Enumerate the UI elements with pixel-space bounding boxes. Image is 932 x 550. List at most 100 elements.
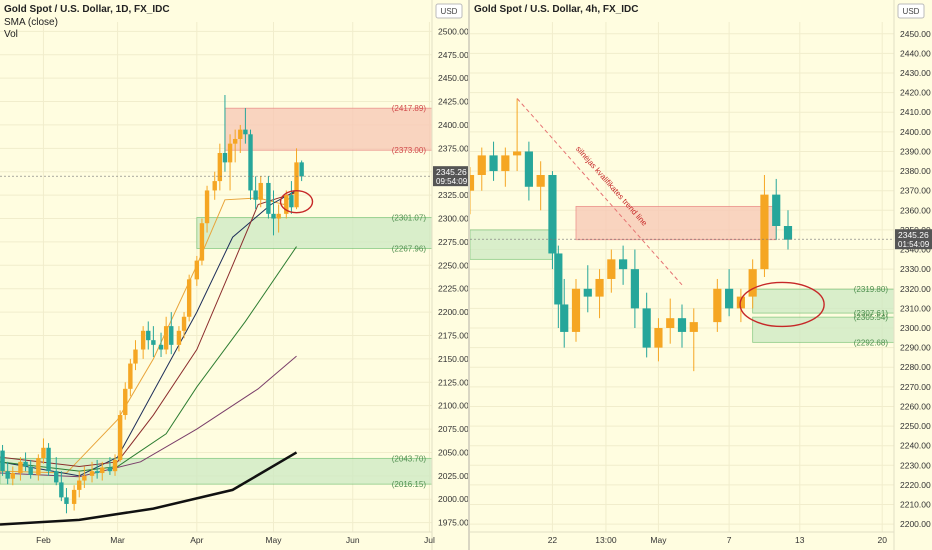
time-tick-label: Jul <box>424 535 435 545</box>
candle-body <box>59 482 64 498</box>
zone-value-label: (2373.00) <box>392 146 427 155</box>
candle-body <box>100 467 105 474</box>
candle-body <box>123 388 128 416</box>
price-tick-label: 2400.00 <box>438 120 468 130</box>
candle-body <box>654 328 663 348</box>
candle-body <box>642 308 651 348</box>
candle-body <box>666 318 675 328</box>
candle-body <box>222 153 228 163</box>
time-tick-label: 20 <box>877 535 887 545</box>
candle-body <box>89 471 95 476</box>
price-tick-label: 2225.00 <box>438 284 468 294</box>
candle-body <box>501 155 510 172</box>
candle-body <box>5 471 10 479</box>
price-tick-label: 2430.00 <box>900 68 931 78</box>
last-price-value: 2345.26 <box>898 230 929 240</box>
price-tick-label: 2500.00 <box>438 26 468 36</box>
price-tick-label: 2280.00 <box>900 362 931 372</box>
candle-body <box>253 190 258 200</box>
price-tick-label: 2360.00 <box>900 205 931 215</box>
price-tick-label: 2340.00 <box>900 245 931 255</box>
candle-body <box>725 288 734 309</box>
panel-divider[interactable] <box>468 0 470 550</box>
sma-line <box>0 190 297 477</box>
sma-line <box>0 355 297 478</box>
candle-body <box>54 471 59 483</box>
price-tick-label: 2300.00 <box>900 323 931 333</box>
price-tick-label: 2150.00 <box>438 354 468 364</box>
bar-countdown: 01:54:09 <box>898 240 930 249</box>
candle-body <box>41 447 46 459</box>
time-tick-label: Feb <box>36 535 51 545</box>
daily-chart-svg[interactable]: (2417.89) (2373.00) (2301.07) (2267.96) (204… <box>0 0 468 550</box>
candle-body <box>0 450 5 472</box>
candle-body <box>583 288 592 297</box>
price-tick-label: 2275.00 <box>438 237 468 247</box>
candle-body <box>772 194 781 226</box>
sma-line <box>0 191 297 467</box>
price-tick-label: 2230.00 <box>900 460 931 470</box>
last-price-tag <box>895 229 932 250</box>
candle-body <box>36 458 41 475</box>
price-tick-label: 2390.00 <box>900 146 931 156</box>
zone-value-label: (2319.80) <box>854 285 889 294</box>
resistance-zone <box>575 205 777 241</box>
candle-body <box>248 134 253 191</box>
zone-value-label: (2301.07) <box>392 214 427 223</box>
daily-chart-panel[interactable]: (2417.89) (2373.00) (2301.07) (2267.96) (204… <box>0 0 468 550</box>
price-tick-label: 2330.00 <box>900 264 931 274</box>
candle-body <box>133 349 138 364</box>
zone-value-label: (2016.15) <box>392 480 427 489</box>
price-tick-label: 2175.00 <box>438 330 468 340</box>
zone-value-label: (2267.96) <box>392 244 427 253</box>
time-tick-label: 13:00 <box>595 535 617 545</box>
highlight-circle <box>279 189 314 214</box>
price-tick-label: 2200.00 <box>438 307 468 317</box>
candle-body <box>243 129 248 135</box>
candle-body <box>77 480 82 490</box>
candle-body <box>713 288 722 323</box>
candle-body <box>82 475 87 481</box>
price-tick-label: 2210.00 <box>900 500 931 510</box>
support-zone <box>752 316 895 343</box>
sma-indicator-label[interactable]: SMA (close) <box>4 17 58 28</box>
h4-chart-svg[interactable]: (2319.80) (2307.61)(2305.54) (2292.68) 2450… <box>470 0 932 550</box>
candle-body <box>107 467 113 472</box>
time-tick-label: Apr <box>190 535 203 545</box>
candle-body <box>238 129 243 139</box>
last-price-value: 2345.26 <box>436 167 467 177</box>
candle-body <box>524 151 533 187</box>
support-zone <box>0 457 433 485</box>
bar-countdown: 09:54:09 <box>436 177 468 186</box>
price-tick-label: 2075.00 <box>438 424 468 434</box>
price-tick-label: 2450.00 <box>900 29 931 39</box>
currency-label: USD <box>441 7 458 16</box>
candle-body <box>536 175 545 187</box>
price-tick-label: 2290.00 <box>900 343 931 353</box>
price-tick-label: 2475.00 <box>438 50 468 60</box>
price-tick-label: 2000.00 <box>438 494 468 504</box>
candle-body <box>46 447 51 472</box>
price-tick-label: 2125.00 <box>438 377 468 387</box>
candle-body <box>176 330 182 345</box>
volume-indicator-label[interactable]: Vol <box>4 29 18 40</box>
candle-body <box>619 259 628 270</box>
currency-badge <box>435 3 463 19</box>
highlight-circle <box>739 281 825 328</box>
candle-body <box>163 326 169 350</box>
candle-body <box>217 153 223 182</box>
candle-body <box>554 253 563 305</box>
time-tick-label: Mar <box>110 535 125 545</box>
candle-body <box>271 213 276 219</box>
price-tick-label: 2050.00 <box>438 447 468 457</box>
candle-body <box>212 181 217 191</box>
candle-body <box>10 473 15 479</box>
candle-body <box>23 461 28 467</box>
candle-body <box>284 195 289 214</box>
h4-chart-panel[interactable]: (2319.80) (2307.61) (2305.54) (2292.68) 2450… <box>470 0 932 550</box>
price-tick-label: 2200.00 <box>900 519 931 529</box>
candle-body <box>227 143 233 163</box>
price-tick-label: 2300.00 <box>438 214 468 224</box>
candle-body <box>199 223 205 261</box>
